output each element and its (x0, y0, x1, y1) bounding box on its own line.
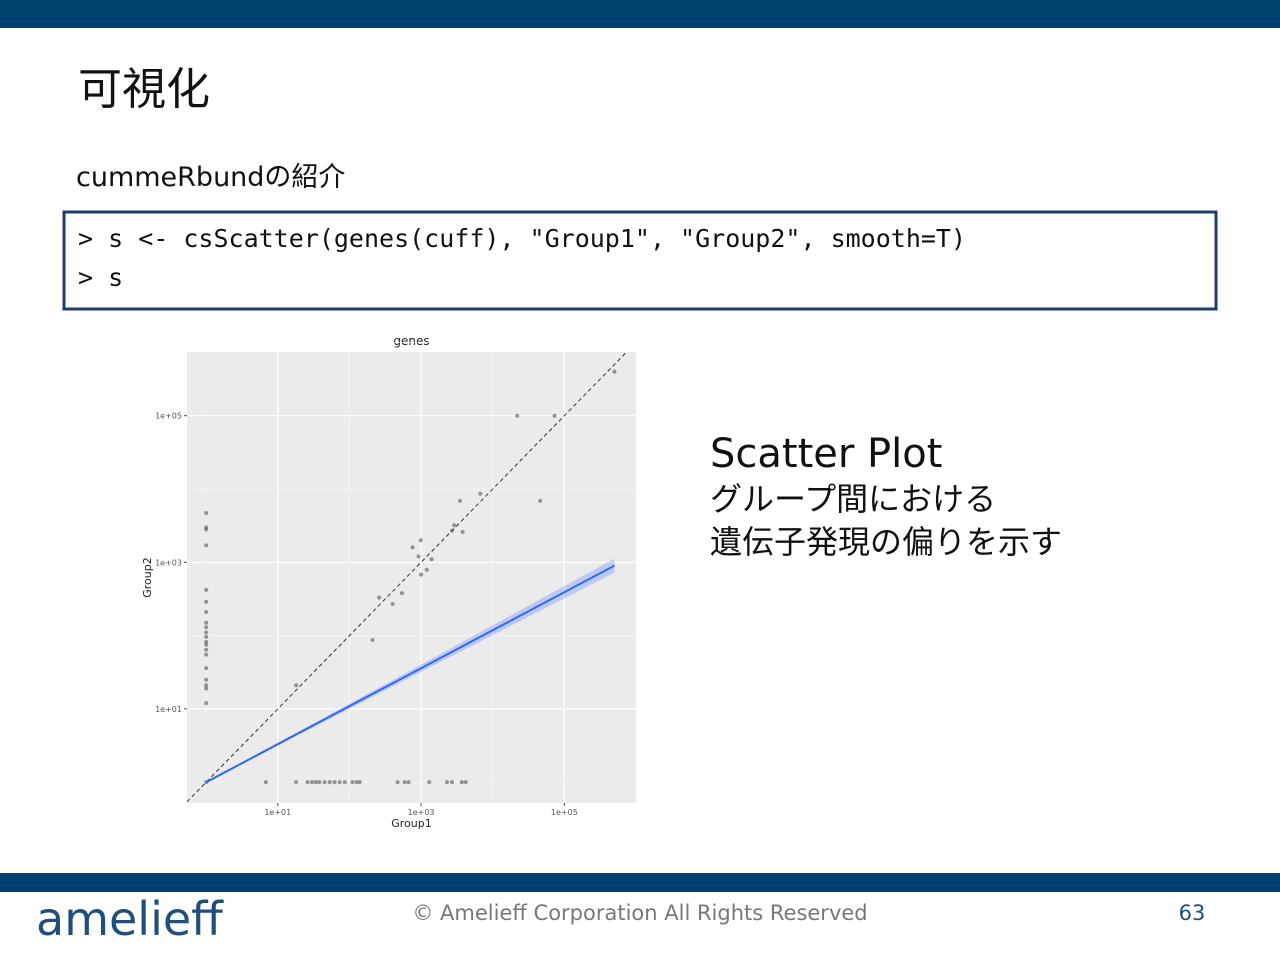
point (354, 780, 359, 785)
subtitle: cummeRbundの紹介 (76, 162, 345, 193)
point (552, 413, 557, 418)
smooth-line (205, 564, 615, 784)
point (204, 639, 209, 644)
point (370, 638, 375, 643)
point (204, 609, 209, 614)
point (427, 780, 432, 785)
plot-background (187, 352, 636, 803)
point (204, 625, 209, 630)
point (460, 529, 465, 534)
y-tick-label: 1e+03 (155, 558, 182, 567)
x-tick-label: 1e+05 (551, 808, 578, 817)
page-number: 63 (1179, 901, 1206, 925)
point (410, 545, 415, 550)
point (204, 527, 209, 532)
point (204, 701, 209, 706)
x-tick-label: 1e+01 (264, 808, 291, 817)
point (449, 528, 454, 533)
point (416, 554, 421, 559)
point (612, 369, 617, 374)
point (204, 683, 209, 688)
top-bar (0, 0, 1280, 28)
slide-title: 可視化 (78, 64, 210, 115)
point (459, 780, 464, 785)
point (327, 780, 332, 785)
logo: amelieff (36, 892, 224, 946)
point (357, 780, 362, 785)
code-box (62, 210, 1218, 311)
point (204, 543, 209, 548)
point (377, 595, 382, 600)
x-tick-label: 1e+03 (408, 808, 435, 817)
heading: Scatter Plot (710, 431, 942, 477)
point (399, 591, 404, 596)
point (204, 677, 209, 682)
x-axis-label: Group1 (391, 817, 432, 830)
point (204, 686, 209, 691)
point (337, 780, 342, 785)
point (515, 413, 520, 418)
point (444, 780, 449, 785)
point (204, 634, 209, 639)
point (418, 538, 423, 543)
point (322, 780, 327, 785)
point (204, 647, 209, 652)
point (294, 780, 299, 785)
y-axis-label: Group2 (141, 557, 154, 598)
point (419, 572, 424, 577)
point (204, 599, 209, 604)
confidence-band (206, 558, 615, 783)
point (204, 630, 209, 635)
description: グループ間における (710, 480, 996, 518)
point (429, 557, 434, 562)
point (204, 620, 209, 625)
description: 遺伝子発現の偏りを示す (710, 523, 1062, 561)
point (452, 523, 457, 528)
chart-title: genes (393, 334, 429, 348)
point (463, 780, 468, 785)
point (204, 652, 209, 657)
point (424, 567, 429, 572)
bottom-bar (0, 873, 1280, 892)
point (204, 642, 209, 647)
point (305, 780, 310, 785)
point (204, 511, 209, 516)
point (402, 780, 407, 785)
point (342, 780, 347, 785)
point (309, 780, 314, 785)
point (313, 780, 318, 785)
point (449, 780, 454, 785)
y-tick-label: 1e+01 (155, 705, 182, 714)
code-line: > s (78, 263, 123, 292)
point (263, 780, 268, 785)
point (204, 666, 209, 671)
y-tick-label: 1e+05 (155, 412, 182, 421)
point (538, 498, 543, 503)
point (395, 780, 400, 785)
point (458, 498, 463, 503)
point (332, 780, 337, 785)
point (204, 587, 209, 592)
point (406, 780, 411, 785)
footer: © Amelieff Corporation All Rights Reserv… (412, 901, 867, 925)
code-line: > s <- csScatter(genes(cuff), "Group1", … (78, 224, 966, 253)
point (390, 601, 395, 606)
point (294, 683, 299, 688)
point (317, 780, 322, 785)
chart: genes Group1 Group2 1e+01 1e+03 1e+05 1e+01 1e+… (141, 334, 637, 830)
point (478, 491, 483, 496)
point (350, 780, 355, 785)
